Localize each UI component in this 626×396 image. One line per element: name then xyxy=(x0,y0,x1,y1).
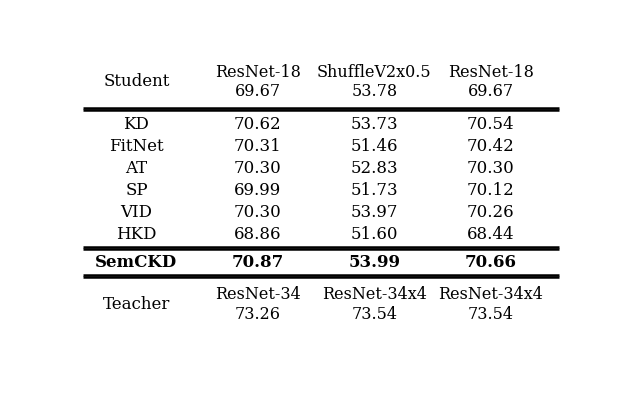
Text: FitNet: FitNet xyxy=(109,138,164,155)
Text: KD: KD xyxy=(123,116,150,133)
Text: SP: SP xyxy=(125,182,148,199)
Text: 53.99: 53.99 xyxy=(348,254,400,271)
Text: 53.97: 53.97 xyxy=(351,204,398,221)
Text: ResNet-34x4
73.54: ResNet-34x4 73.54 xyxy=(438,286,543,323)
Text: 70.62: 70.62 xyxy=(234,116,282,133)
Text: 68.44: 68.44 xyxy=(467,226,515,243)
Text: 69.99: 69.99 xyxy=(234,182,281,199)
Text: SemCKD: SemCKD xyxy=(95,254,178,271)
Text: 70.31: 70.31 xyxy=(234,138,282,155)
Text: ResNet-18
69.67: ResNet-18 69.67 xyxy=(215,63,300,100)
Text: 70.30: 70.30 xyxy=(234,160,282,177)
Text: HKD: HKD xyxy=(116,226,156,243)
Text: 70.54: 70.54 xyxy=(467,116,515,133)
Text: 70.30: 70.30 xyxy=(467,160,515,177)
Text: 70.87: 70.87 xyxy=(232,254,284,271)
Text: 70.30: 70.30 xyxy=(234,204,282,221)
Text: Student: Student xyxy=(103,73,170,90)
Text: ResNet-34x4
73.54: ResNet-34x4 73.54 xyxy=(322,286,427,323)
Text: 52.83: 52.83 xyxy=(351,160,398,177)
Text: ResNet-34
73.26: ResNet-34 73.26 xyxy=(215,286,300,323)
Text: VID: VID xyxy=(120,204,153,221)
Text: 70.42: 70.42 xyxy=(467,138,515,155)
Text: 70.12: 70.12 xyxy=(467,182,515,199)
Text: Teacher: Teacher xyxy=(103,296,170,313)
Text: 68.86: 68.86 xyxy=(234,226,282,243)
Text: 51.60: 51.60 xyxy=(351,226,398,243)
Text: AT: AT xyxy=(125,160,148,177)
Text: 70.26: 70.26 xyxy=(467,204,515,221)
Text: 51.46: 51.46 xyxy=(351,138,398,155)
Text: 51.73: 51.73 xyxy=(351,182,398,199)
Text: 70.66: 70.66 xyxy=(464,254,516,271)
Text: ResNet-18
69.67: ResNet-18 69.67 xyxy=(448,63,533,100)
Text: 53.73: 53.73 xyxy=(351,116,398,133)
Text: ShuffleV2x0.5
53.78: ShuffleV2x0.5 53.78 xyxy=(317,63,431,100)
